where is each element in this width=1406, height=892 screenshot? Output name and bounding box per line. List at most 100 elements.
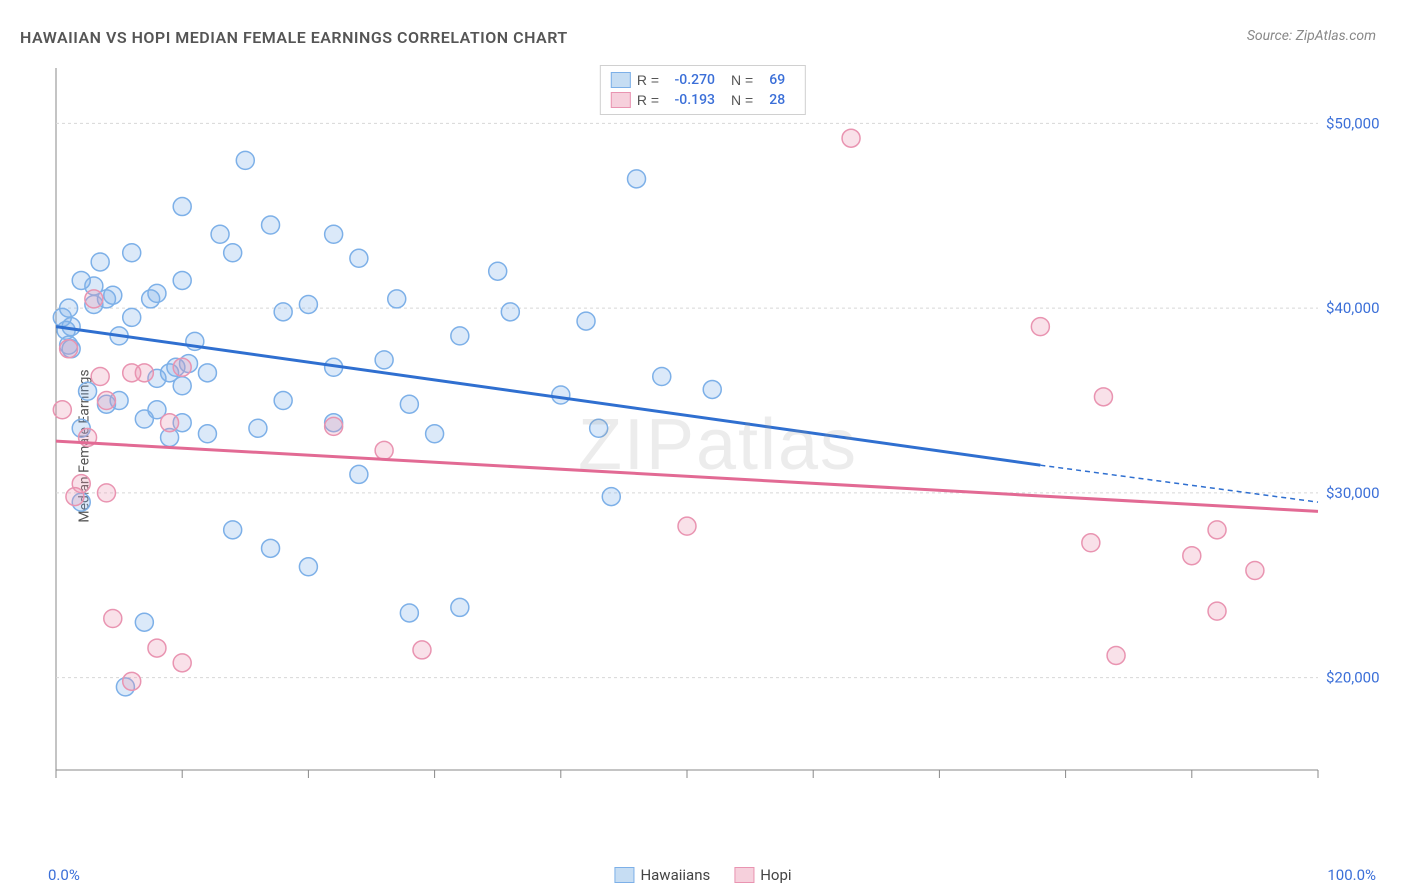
data-point — [388, 290, 406, 308]
data-point — [91, 368, 109, 386]
data-point — [91, 253, 109, 271]
data-point — [60, 340, 78, 358]
data-point — [577, 312, 595, 330]
svg-text:$20,000: $20,000 — [1326, 669, 1380, 687]
legend-n-label: N = — [731, 72, 753, 88]
data-point — [173, 198, 191, 216]
data-point — [299, 295, 317, 313]
legend-row: R = -0.270 N = 69 — [611, 70, 795, 90]
data-point — [104, 610, 122, 628]
data-point — [211, 225, 229, 243]
data-point — [400, 604, 418, 622]
data-point — [501, 303, 519, 321]
legend-n-value: 28 — [759, 92, 785, 108]
data-point — [1094, 388, 1112, 406]
data-point — [173, 654, 191, 672]
data-point — [173, 377, 191, 395]
data-point — [842, 129, 860, 147]
data-point — [198, 364, 216, 382]
legend-correlation: R = -0.270 N = 69R = -0.193 N = 28 — [600, 65, 806, 115]
data-point — [79, 382, 97, 400]
trend-line — [56, 327, 1040, 466]
data-point — [350, 465, 368, 483]
legend-row: R =-0.193N =28 — [611, 90, 795, 110]
data-point — [123, 244, 141, 262]
data-point — [135, 613, 153, 631]
data-point — [1183, 547, 1201, 565]
svg-text:$40,000: $40,000 — [1326, 299, 1380, 317]
data-point — [97, 484, 115, 502]
data-point — [274, 392, 292, 410]
legend-r-label: R = — [637, 72, 659, 88]
data-point — [135, 364, 153, 382]
data-point — [173, 271, 191, 289]
data-point — [325, 225, 343, 243]
chart-title: HAWAIIAN VS HOPI MEDIAN FEMALE EARNINGS … — [20, 28, 568, 47]
data-point — [274, 303, 292, 321]
data-point — [299, 558, 317, 576]
data-point — [72, 475, 90, 493]
data-point — [325, 417, 343, 435]
source-label: Source: ZipAtlas.com — [1247, 28, 1376, 44]
data-point — [53, 401, 71, 419]
legend-swatch — [734, 867, 754, 883]
data-point — [198, 425, 216, 443]
trend-line — [56, 441, 1318, 511]
data-point — [451, 327, 469, 345]
trend-line-extrapolated — [1040, 465, 1318, 502]
legend-r-value: -0.193 — [665, 92, 715, 108]
data-point — [451, 598, 469, 616]
x-axis-max-label: 100.0% — [1327, 866, 1376, 884]
data-point — [602, 488, 620, 506]
legend-item: Hawaiians — [614, 866, 710, 884]
data-point — [413, 641, 431, 659]
data-point — [1246, 561, 1264, 579]
svg-text:$50,000: $50,000 — [1326, 114, 1380, 132]
data-point — [85, 290, 103, 308]
legend-swatch — [614, 867, 634, 883]
data-point — [1208, 521, 1226, 539]
data-point — [123, 308, 141, 326]
data-point — [678, 517, 696, 535]
data-point — [375, 351, 393, 369]
legend-swatch — [611, 72, 631, 88]
chart-area: $20,000$30,000$40,000$50,000 ZIPatlas — [48, 60, 1388, 830]
data-point — [262, 539, 280, 557]
legend-swatch — [611, 92, 631, 108]
legend-item: Hopi — [734, 866, 791, 884]
legend-label: Hopi — [760, 866, 791, 884]
data-point — [489, 262, 507, 280]
legend-label: Hawaiians — [640, 866, 710, 884]
data-point — [104, 286, 122, 304]
data-point — [123, 672, 141, 690]
chart-container: HAWAIIAN VS HOPI MEDIAN FEMALE EARNINGS … — [0, 0, 1406, 892]
data-point — [703, 380, 721, 398]
svg-text:$30,000: $30,000 — [1326, 484, 1380, 502]
data-point — [249, 419, 267, 437]
data-point — [262, 216, 280, 234]
data-point — [590, 419, 608, 437]
data-point — [653, 368, 671, 386]
scatter-plot: $20,000 $30,000 $40,000 $50,000 — [48, 60, 1388, 830]
data-point — [236, 151, 254, 169]
data-point — [628, 170, 646, 188]
data-point — [148, 639, 166, 657]
data-point — [224, 244, 242, 262]
data-point — [400, 395, 418, 413]
legend-r-value: -0.270 — [665, 72, 715, 88]
data-point — [426, 425, 444, 443]
data-point — [1107, 646, 1125, 664]
data-point — [148, 284, 166, 302]
data-point — [552, 386, 570, 404]
data-point — [173, 358, 191, 376]
legend-n-label: N = — [731, 92, 753, 108]
data-point — [161, 414, 179, 432]
data-point — [224, 521, 242, 539]
data-point — [1082, 534, 1100, 552]
legend-n-value: 69 — [759, 72, 785, 88]
data-point — [350, 249, 368, 267]
data-point — [60, 299, 78, 317]
data-point — [1208, 602, 1226, 620]
data-point — [1031, 318, 1049, 336]
legend-series: Hawaiians Hopi — [614, 866, 791, 884]
